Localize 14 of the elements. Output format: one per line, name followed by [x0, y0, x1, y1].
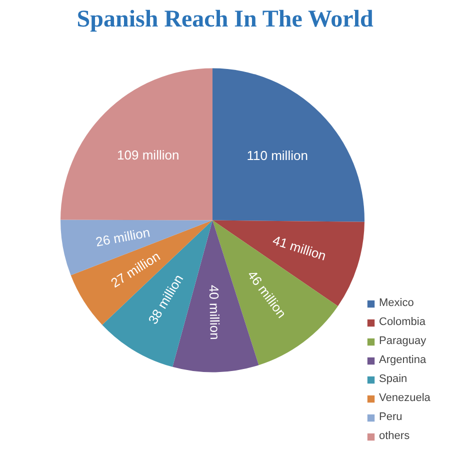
data-label: 26 million [94, 224, 152, 250]
data-label: 110 million [246, 148, 308, 164]
legend-label: Colombia [379, 316, 426, 328]
legend-label: Mexico [379, 297, 414, 309]
data-label: 41 million [271, 232, 328, 264]
legend-label: Argentina [379, 354, 426, 366]
legend-label: Spain [379, 373, 408, 385]
legend-label: Peru [379, 411, 402, 423]
legend-label: others [379, 430, 410, 442]
legend-label: Paraguay [379, 335, 426, 347]
legend-label: Venezuela [379, 392, 430, 404]
chart-title: Spanish Reach In The World [76, 6, 374, 32]
data-label: 40 million [206, 284, 223, 340]
data-label: 109 million [117, 148, 180, 163]
